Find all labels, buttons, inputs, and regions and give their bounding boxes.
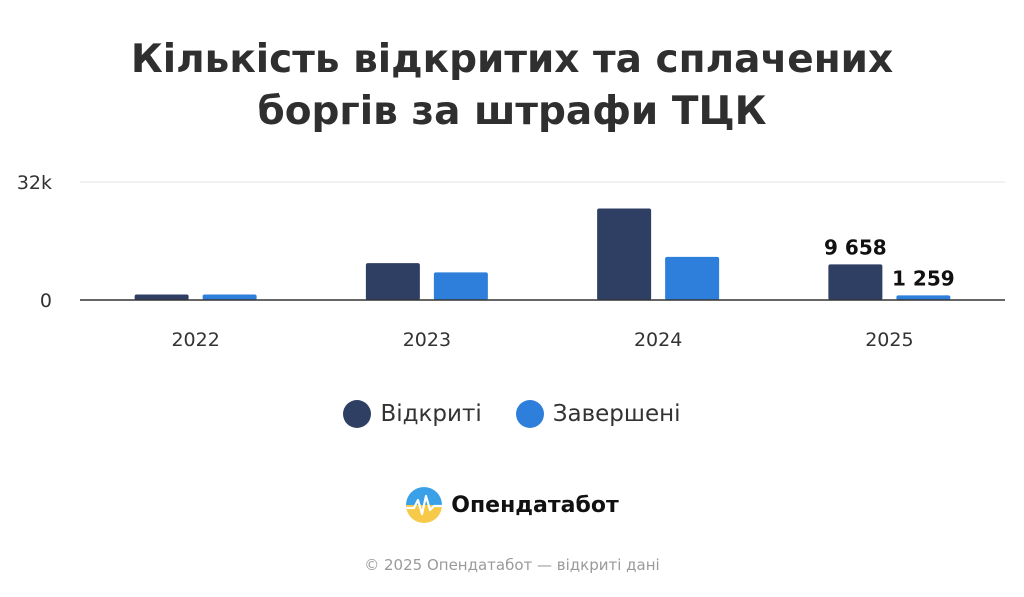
data-label: 1 259 — [892, 266, 955, 290]
bar-open — [828, 264, 883, 300]
x-tick-label: 2025 — [865, 329, 913, 351]
y-tick-label: 32k — [17, 172, 52, 194]
legend-label-completed: Завершені — [552, 401, 681, 427]
bar-open — [365, 263, 420, 300]
x-tick-label: 2023 — [403, 329, 451, 351]
brand[interactable]: Опендатабот — [0, 486, 1024, 524]
sun-logo-icon — [406, 487, 443, 523]
y-tick-label: 0 — [40, 290, 52, 312]
legend-item-completed[interactable]: Завершені — [515, 400, 681, 428]
brand-name: Опендатабот — [451, 492, 619, 518]
data-label: 9 658 — [824, 235, 887, 259]
x-tick-label: 2022 — [171, 329, 219, 351]
legend-item-open[interactable]: Відкриті — [343, 400, 482, 428]
legend-swatch-open — [343, 400, 372, 428]
bar-completed — [896, 295, 951, 300]
bar-completed — [433, 272, 488, 300]
title-line-2: боргів за штрафи ТЦК — [257, 89, 767, 134]
title-line-1: Кількість відкритих та сплачених — [130, 37, 894, 82]
bar-open — [597, 208, 652, 300]
legend-swatch-completed — [515, 400, 544, 428]
bar-open — [134, 294, 189, 300]
chart-title: Кількість відкритих та сплачених боргів … — [0, 34, 1024, 138]
bar-completed — [202, 294, 257, 300]
bar-completed — [665, 256, 720, 300]
footer-credit: © 2025 Опендатабот — відкриті дані — [364, 556, 660, 574]
x-tick-label: 2024 — [634, 329, 682, 351]
legend: Відкриті Завершені — [0, 400, 1024, 428]
legend-label-open: Відкриті — [380, 401, 482, 427]
